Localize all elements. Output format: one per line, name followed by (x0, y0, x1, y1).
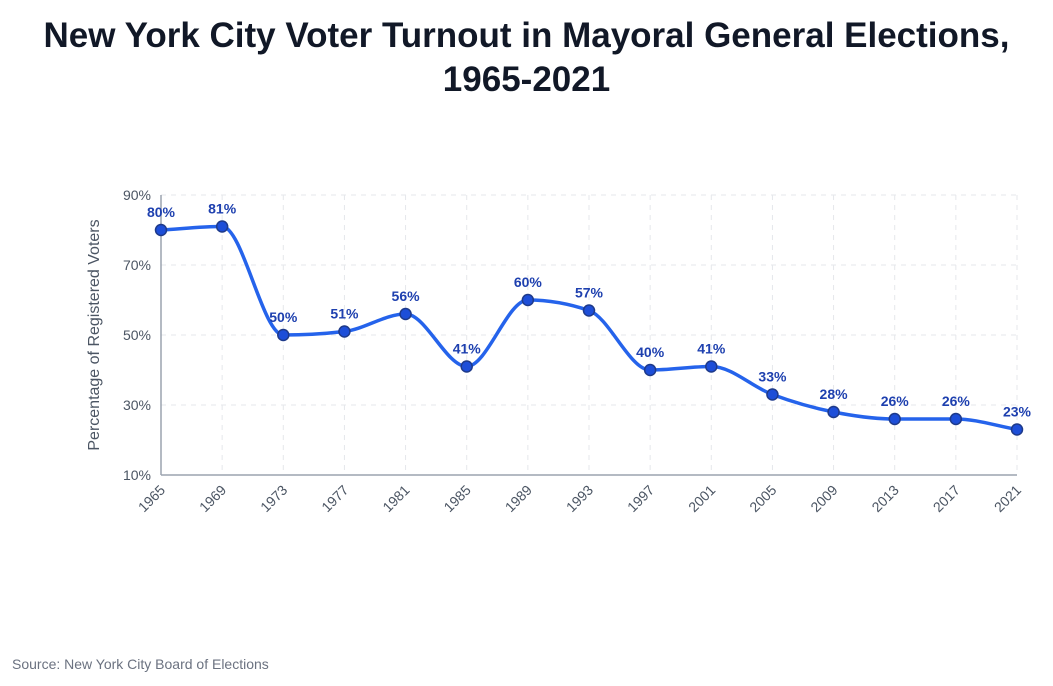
data-point (154, 223, 168, 237)
data-label: 80% (147, 204, 176, 220)
x-tick-label: 1989 (502, 482, 535, 515)
y-tick-label: 70% (123, 257, 151, 273)
data-label: 40% (636, 344, 665, 360)
data-label: 28% (820, 386, 849, 402)
data-point (521, 293, 535, 307)
data-label: 81% (208, 201, 237, 217)
data-label: 33% (758, 369, 787, 385)
data-labels: 80% 81% 50% 51% 56% 41% 60% 57% 40% 41% 33% 28% 26% 2… (147, 201, 1032, 420)
chart-title: New York City Voter Turnout in Mayoral G… (0, 14, 1053, 102)
data-point (643, 363, 657, 377)
data-label: 26% (942, 393, 971, 409)
data-point (827, 405, 840, 419)
data-point (277, 328, 290, 342)
chart-title-line-1: New York City Voter Turnout in Mayoral G… (43, 16, 1010, 55)
x-tick-label: 2009 (807, 482, 840, 515)
y-ticks: 10% 30% 50% 70% 90% (123, 187, 151, 483)
x-tick-label: 1997 (624, 482, 657, 515)
data-label: 51% (330, 306, 359, 322)
source-note: Source: New York City Board of Elections (12, 656, 269, 672)
x-tick-label: 2021 (991, 482, 1024, 515)
data-point (1010, 423, 1024, 436)
y-tick-label: 50% (123, 327, 151, 343)
y-tick-label: 10% (123, 467, 151, 483)
x-tick-label: 1969 (196, 482, 229, 515)
data-label: 56% (392, 288, 421, 304)
data-label: 26% (881, 393, 910, 409)
data-point (215, 220, 229, 233)
data-point (399, 307, 412, 321)
data-point (338, 325, 351, 338)
data-point (582, 304, 596, 317)
x-tick-label: 1985 (440, 482, 473, 515)
data-point (766, 388, 779, 401)
x-tick-label: 1993 (563, 482, 596, 515)
x-tick-label: 2005 (746, 482, 779, 515)
x-tick-label: 1973 (257, 482, 290, 515)
data-label: 41% (697, 341, 726, 357)
data-label: 50% (269, 309, 298, 325)
data-point (460, 360, 473, 373)
data-label: 57% (575, 285, 604, 301)
y-tick-label: 90% (123, 187, 151, 203)
x-tick-label: 2001 (685, 482, 718, 515)
data-point (705, 360, 718, 373)
y-axis-label: Percentage of Registered Voters (86, 219, 103, 450)
x-tick-label: 1965 (135, 482, 168, 515)
data-label: 60% (514, 274, 543, 290)
data-point (949, 412, 963, 426)
y-tick-label: 30% (123, 397, 151, 413)
data-points (154, 220, 1024, 436)
x-tick-label: 1977 (318, 482, 351, 515)
data-point (888, 412, 901, 426)
x-tick-label: 2017 (930, 482, 963, 515)
data-label: 23% (1003, 404, 1032, 420)
chart-title-line-2: 1965-2021 (442, 60, 611, 99)
data-label: 41% (453, 341, 482, 357)
axes (160, 195, 1017, 476)
x-tick-label: 2013 (868, 482, 901, 515)
x-tick-label: 1981 (379, 482, 412, 515)
x-ticks: 1965 1969 1973 1977 1981 1985 1989 1993 1997 2001… (135, 482, 1024, 515)
